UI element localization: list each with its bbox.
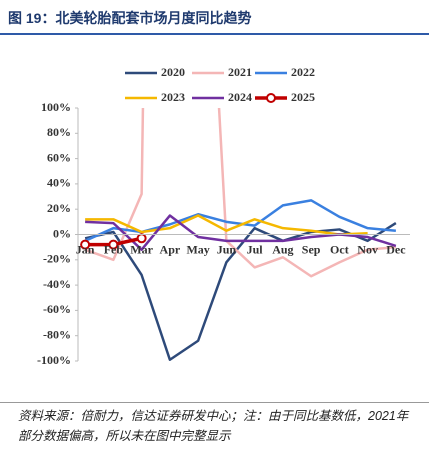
x-tick-label: Mar: [130, 242, 153, 256]
series-marker: [80, 239, 91, 250]
x-tick-label: Sep: [302, 242, 321, 256]
x-tick-label: Feb: [104, 242, 124, 256]
chart: -100% -80% -60% -40% -20% 0% 20% 40% 60% 80% 100% J…: [37, 65, 410, 367]
y-tick-label: 40%: [47, 176, 71, 190]
legend-label: 2022: [291, 65, 315, 79]
note-rule: [0, 402, 429, 403]
y-tick-label: 80%: [47, 125, 71, 139]
x-tick-label: Apr: [160, 242, 181, 256]
legend-label: 2021: [228, 65, 252, 79]
legend-label: 2020: [161, 65, 185, 79]
x-tick-label: Dec: [386, 242, 406, 256]
title-rule: [0, 33, 429, 35]
y-tick-label: -20%: [43, 252, 71, 266]
x-tick-label: Oct: [330, 242, 349, 256]
legend-label: 2023: [161, 90, 185, 104]
series-marker: [136, 233, 147, 244]
series-line: [84, 108, 396, 278]
series-line: [85, 214, 368, 236]
legend-marker: [266, 93, 276, 103]
x-tick-label: Jul: [247, 242, 264, 256]
plot-area: [80, 108, 397, 361]
legend-label: 2024: [228, 90, 252, 104]
note: 资料来源：倍耐力，信达证券研发中心；注：由于同比基数低，2021年部分数据偏高，…: [18, 409, 409, 443]
x-tick-label: Jan: [76, 242, 95, 256]
y-tick-label: -40%: [43, 277, 71, 291]
y-tick-label: 60%: [47, 150, 71, 164]
y-tick-label: 100%: [41, 100, 71, 114]
y-tick-label: -80%: [43, 327, 71, 341]
series-marker: [108, 239, 119, 250]
y-tick-label: 0%: [53, 226, 71, 240]
title: 图 19：北美轮胎配套市场月度同比趋势: [8, 10, 252, 26]
y-tick-label: -100%: [37, 353, 71, 367]
y-tick-label: 20%: [47, 201, 71, 215]
x-tick-label: Aug: [272, 242, 293, 256]
legend-label: 2025: [291, 90, 315, 104]
y-tick-label: -60%: [43, 302, 71, 316]
x-tick-label: Jun: [217, 242, 237, 256]
x-tick-label: Nov: [357, 242, 378, 256]
x-tick-label: May: [186, 242, 209, 256]
series-line: [84, 222, 397, 361]
